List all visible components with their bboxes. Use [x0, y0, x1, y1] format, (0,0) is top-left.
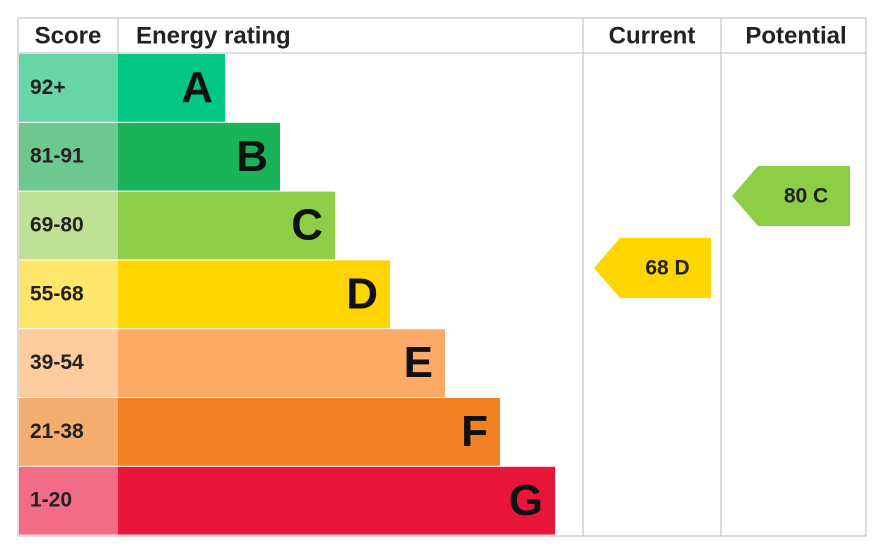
- rating-letter: G: [509, 476, 543, 525]
- header-rating: Energy rating: [136, 22, 291, 49]
- score-cell: [19, 260, 118, 329]
- score-cell: [19, 54, 118, 122]
- potential-label: 80 C: [784, 185, 828, 208]
- rating-letter: A: [181, 63, 213, 112]
- score-cell: [19, 329, 118, 397]
- header-potential: Potential: [745, 22, 846, 49]
- score-cell: [19, 398, 118, 466]
- score-cell: [19, 191, 118, 260]
- score-range: 55-68: [30, 282, 84, 305]
- rating-bar: [118, 54, 225, 122]
- rating-bar: [118, 398, 500, 466]
- score-range: 81-91: [30, 145, 84, 168]
- rating-bar: [118, 260, 390, 329]
- rating-bar: [118, 466, 555, 535]
- score-range: 92+: [30, 76, 66, 99]
- score-range: 69-80: [30, 214, 84, 237]
- header-score: Score: [35, 22, 102, 49]
- rating-bar: [118, 329, 445, 397]
- score-cell: [19, 466, 118, 535]
- score-range: 21-38: [30, 420, 84, 443]
- score-cell: [19, 122, 118, 191]
- rating-letter: E: [404, 338, 433, 387]
- header-current: Current: [609, 22, 696, 49]
- score-range: 1-20: [30, 489, 72, 512]
- score-range: 39-54: [30, 351, 84, 374]
- current-label: 68 D: [645, 257, 689, 280]
- potential-arrow: [732, 166, 850, 226]
- rating-bar: [118, 122, 280, 191]
- current-arrow: [594, 238, 711, 298]
- rating-letter: C: [291, 201, 323, 250]
- rating-letter: F: [461, 407, 488, 456]
- rating-letter: D: [346, 269, 378, 318]
- rating-bar: [118, 191, 335, 260]
- rating-letter: B: [236, 132, 268, 181]
